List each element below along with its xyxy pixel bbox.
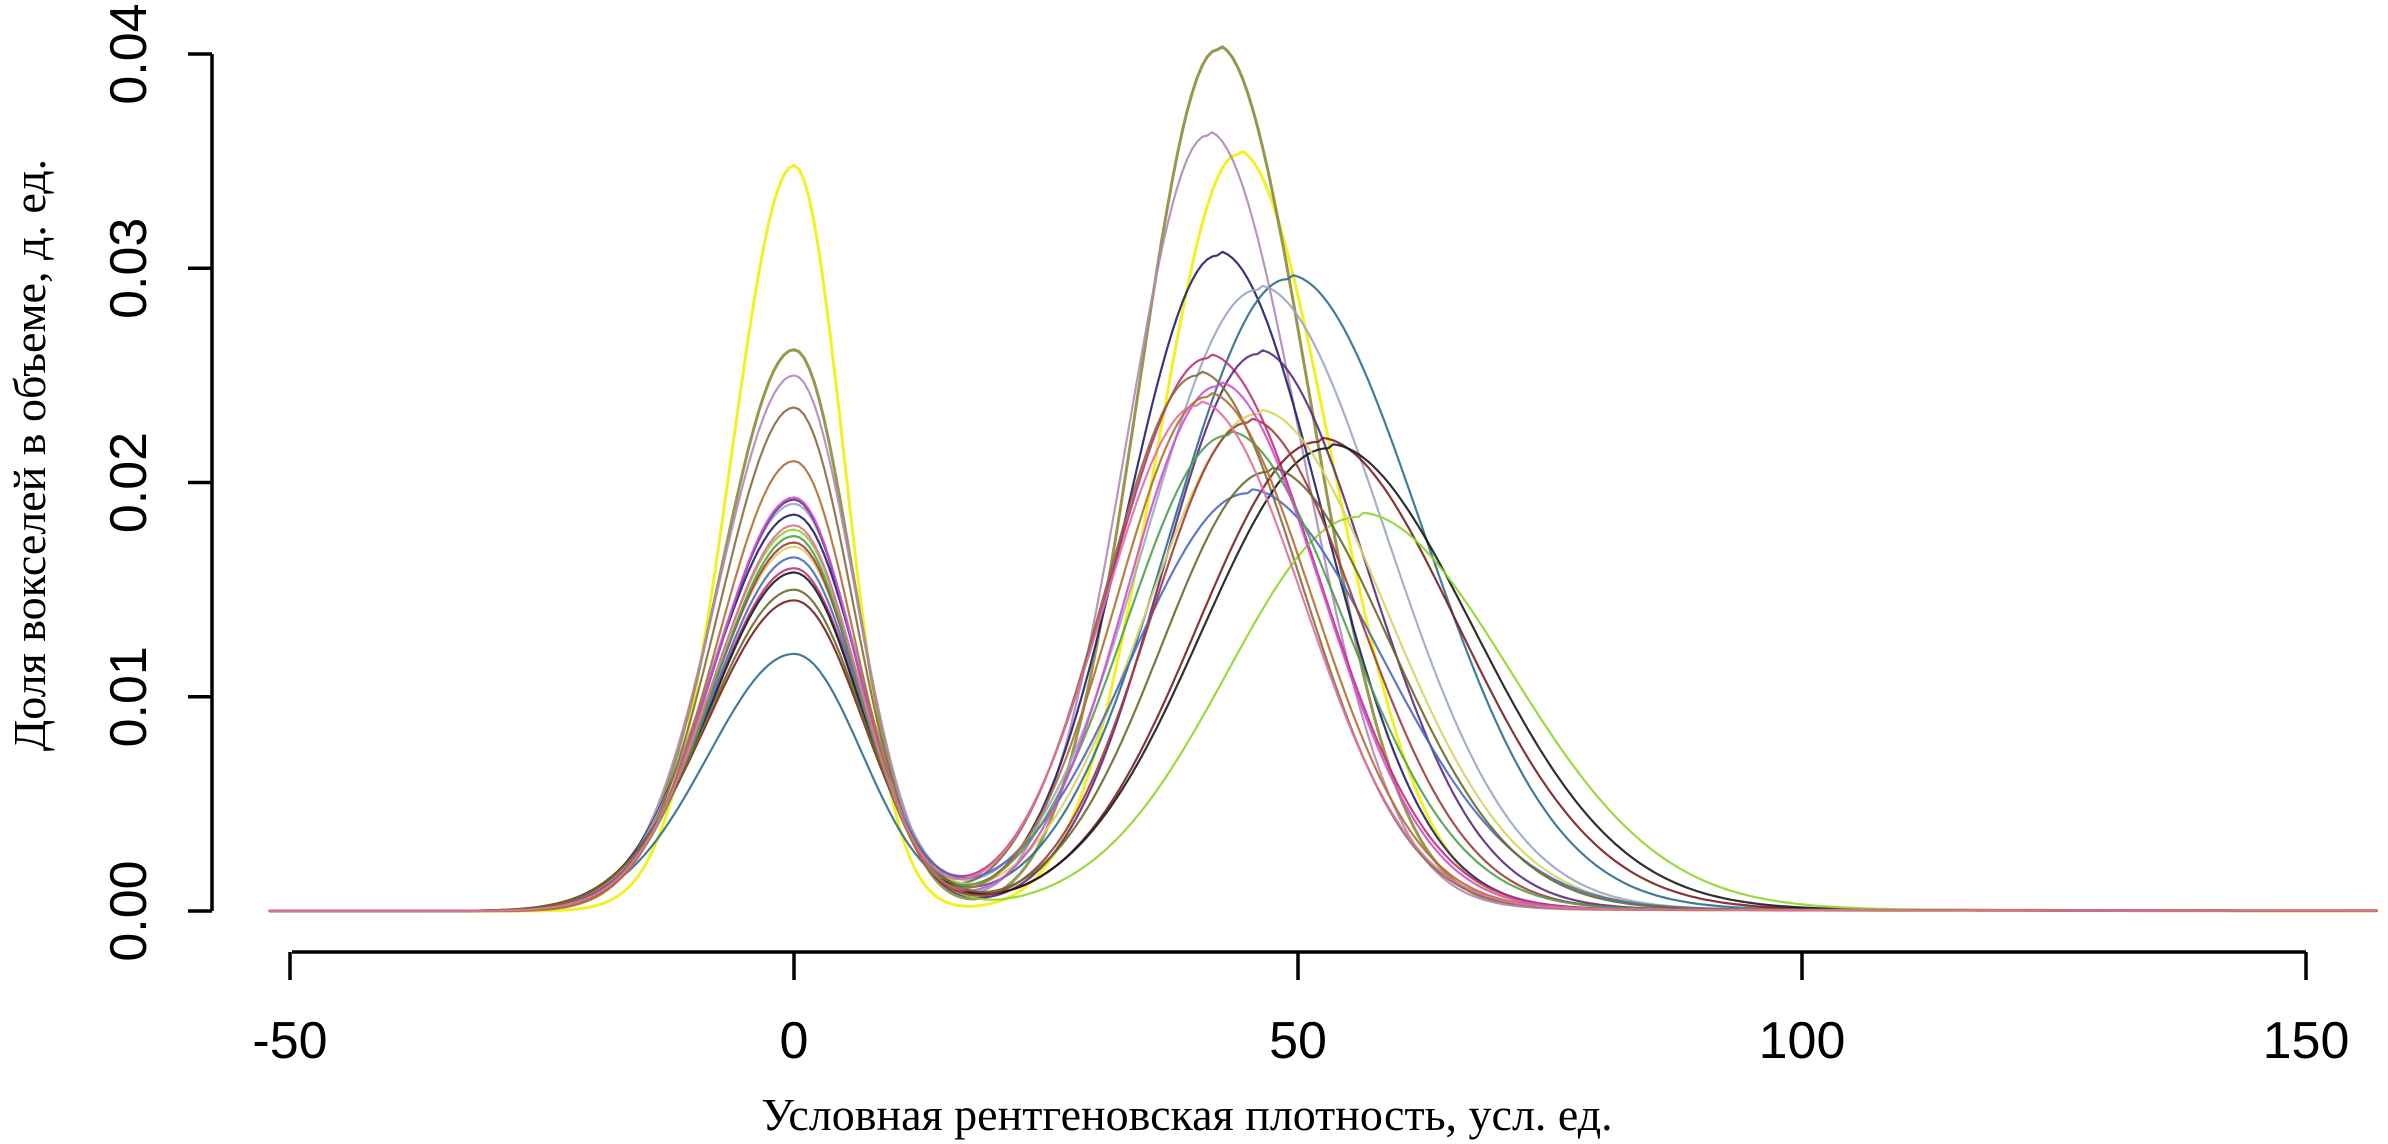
density-series-line: [268, 466, 2378, 913]
x-tick-label: 150: [2263, 1012, 2350, 1070]
y-tick-label: 0.00: [100, 860, 158, 961]
density-series-line: [268, 400, 2378, 913]
x-tick-label: 100: [1759, 1012, 1846, 1070]
density-series-line: [268, 511, 2378, 913]
density-series-line: [268, 417, 2378, 913]
y-axis-title: Доля вокселей в объеме, д. ед.: [4, 159, 55, 751]
y-tick-label: 0.02: [100, 432, 158, 533]
y-axis-ticks: 0.00 0.01 0.02 0.03 0.04: [100, 3, 212, 962]
x-axis-title: Условная рентгеновская плотность, усл. е…: [761, 1089, 1612, 1140]
density-series-line: [268, 250, 2378, 913]
density-series-line: [268, 370, 2378, 913]
density-series-line: [268, 430, 2378, 913]
x-tick-label: -50: [252, 1012, 327, 1070]
x-tick-label: 50: [1269, 1012, 1327, 1070]
density-series-line: [268, 45, 2379, 913]
y-tick-label: 0.04: [100, 3, 158, 104]
x-tick-label: 0: [780, 1012, 809, 1070]
x-axis-ticks: -50 0 50 100 150: [252, 952, 2349, 1070]
density-series-line: [268, 409, 2378, 913]
density-series-line: [268, 284, 2378, 913]
density-series-line: [268, 488, 2378, 913]
density-series-line: [268, 436, 2378, 913]
density-curves: [268, 45, 2379, 913]
y-tick-label: 0.03: [100, 218, 158, 319]
y-tick-label: 0.01: [100, 646, 158, 747]
